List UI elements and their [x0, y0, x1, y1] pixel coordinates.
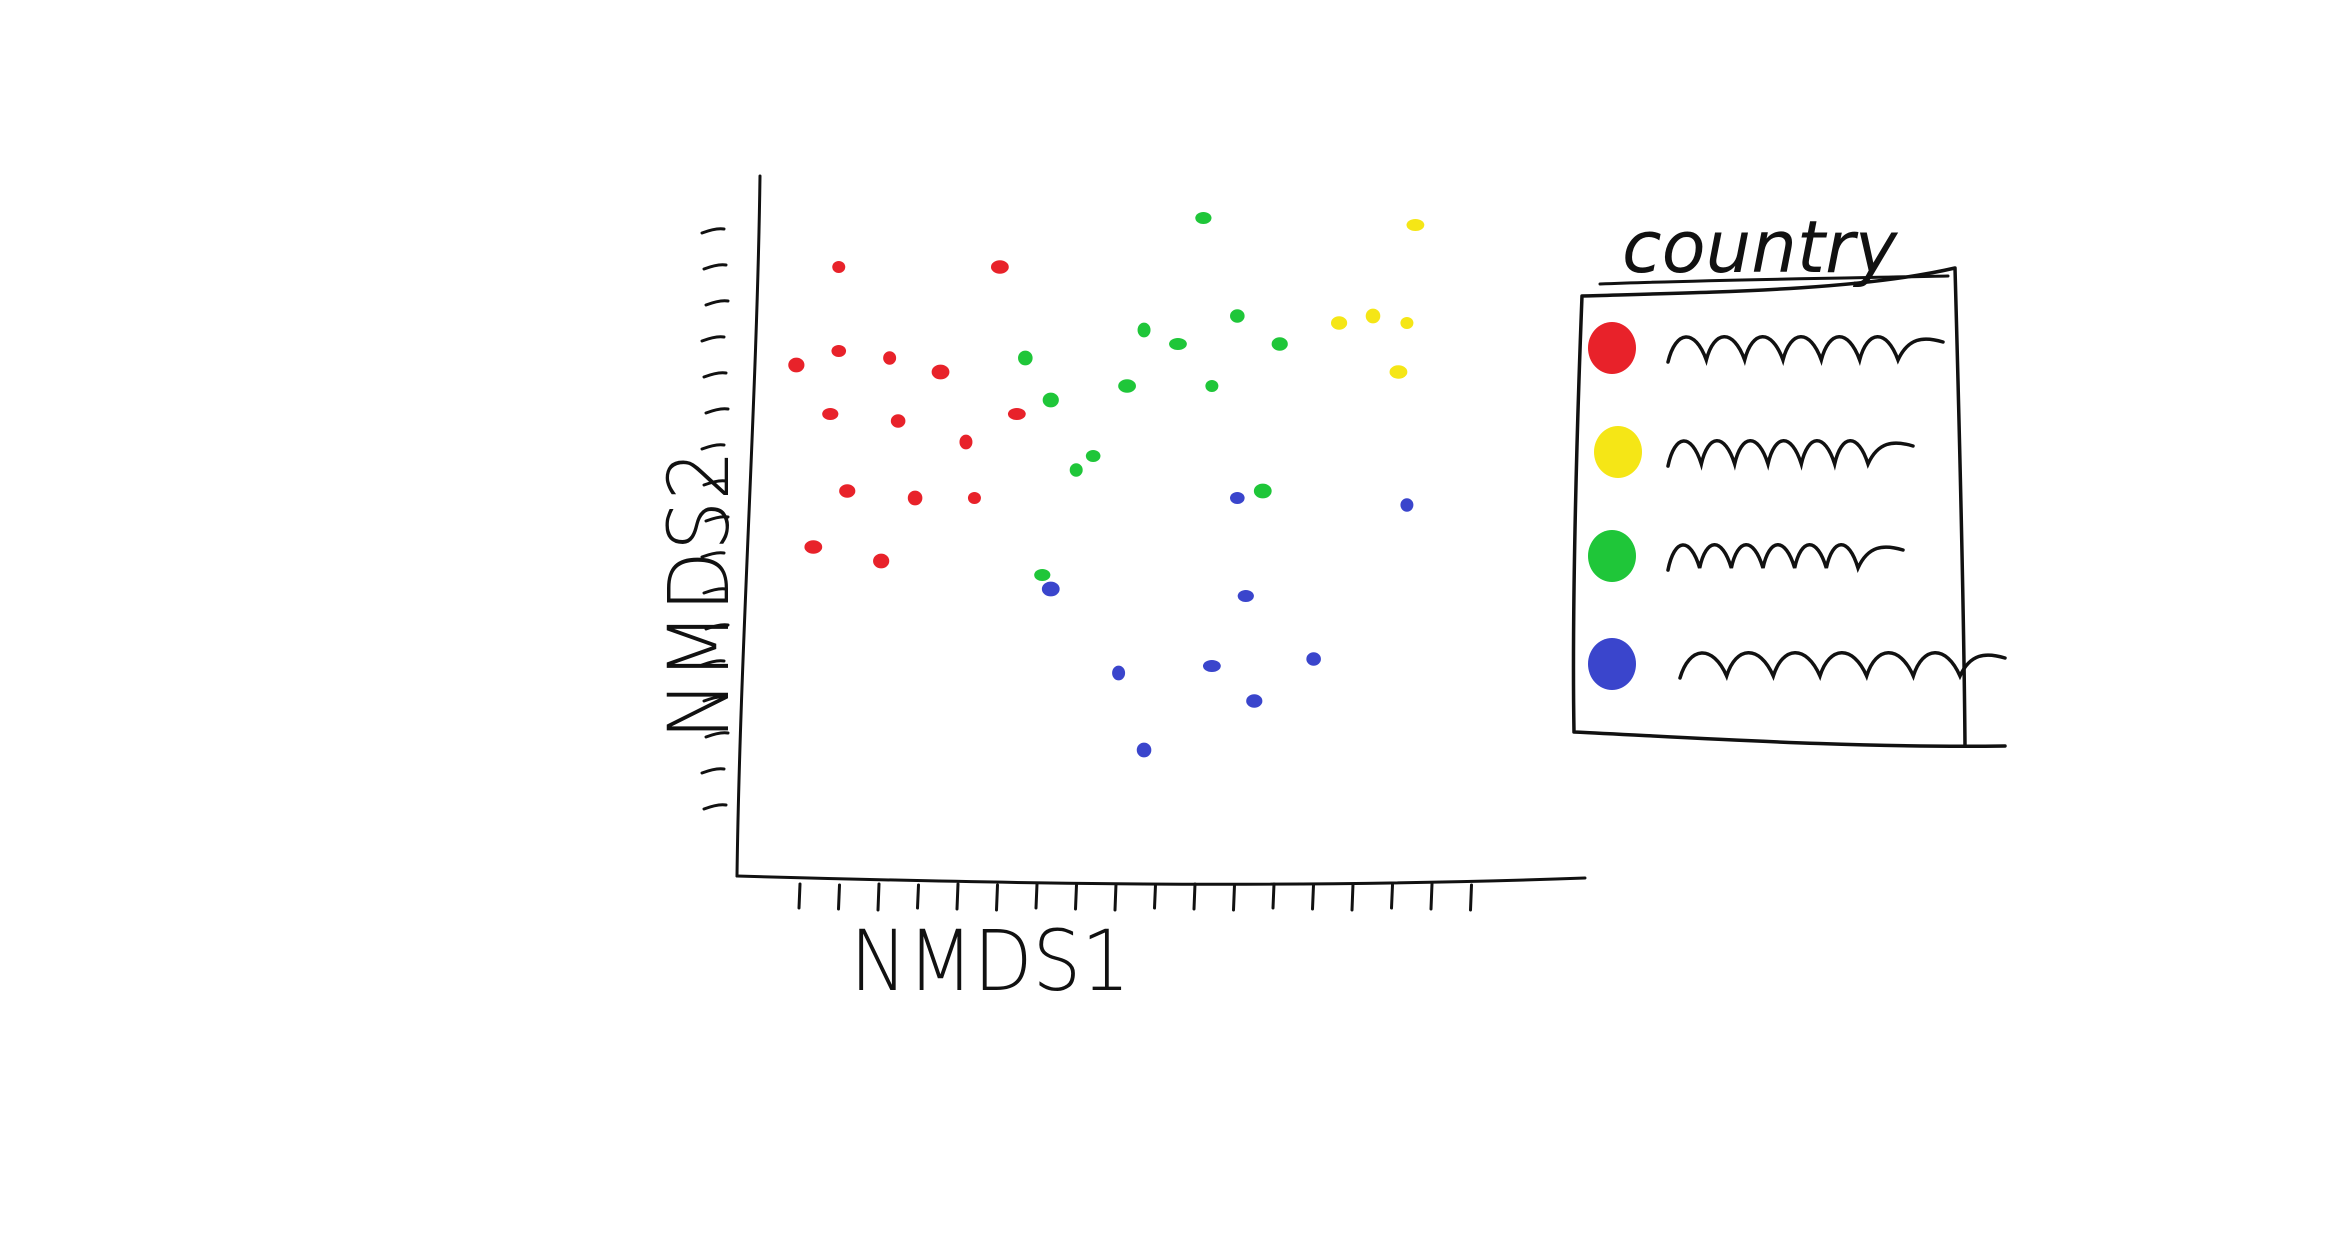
data-point	[883, 351, 897, 365]
x-tick	[1350, 882, 1355, 912]
x-tick	[1469, 883, 1473, 912]
data-point	[1136, 742, 1152, 758]
x-tick	[1034, 882, 1039, 910]
legend-title: country	[1622, 205, 1899, 289]
y-axis-label: NMDS2	[650, 450, 748, 740]
data-point	[1253, 483, 1272, 499]
data-point	[831, 345, 847, 357]
data-point	[967, 492, 981, 504]
x-tick	[876, 882, 881, 912]
data-point	[1137, 322, 1151, 338]
y-tick	[700, 659, 726, 667]
y-tick	[704, 731, 730, 739]
legend: country	[1571, 205, 2007, 749]
y-tick	[704, 515, 730, 523]
y-tick	[702, 695, 728, 703]
legend-swatch	[1594, 426, 1642, 478]
data-point	[1271, 337, 1288, 351]
y-tick	[700, 443, 726, 451]
data-point	[907, 490, 923, 506]
y-tick	[704, 299, 730, 307]
data-point	[1195, 212, 1212, 224]
data-point	[788, 357, 805, 373]
y-tick	[704, 623, 730, 631]
data-point	[1034, 569, 1051, 581]
x-tick	[995, 883, 999, 912]
x-tick	[1271, 882, 1276, 910]
y-tick	[700, 551, 726, 559]
x-tick	[1074, 883, 1078, 911]
data-point	[832, 261, 846, 273]
legend-swatch	[1588, 638, 1636, 690]
data-point	[1042, 392, 1059, 408]
legend-label-scribble	[1666, 335, 1945, 366]
x-axis-label: NMDS1	[850, 912, 1130, 1010]
legend-label-scribble	[1666, 543, 1905, 573]
data-point	[1400, 498, 1414, 512]
legend-swatch	[1588, 322, 1636, 374]
data-point	[1085, 450, 1101, 462]
data-point	[1306, 652, 1321, 666]
x-axis-ticks	[797, 882, 1473, 912]
data-point	[1205, 380, 1219, 392]
legend-label-scribble	[1666, 439, 1915, 471]
y-axis-ticks	[700, 227, 730, 811]
x-tick	[1113, 882, 1118, 912]
x-tick	[1232, 883, 1236, 912]
y-tick	[702, 587, 728, 595]
data-point	[1406, 219, 1425, 231]
y-tick	[700, 335, 726, 343]
x-tick	[1429, 882, 1434, 911]
legend-swatch	[1588, 530, 1636, 582]
legend-label-scribble	[1678, 651, 2007, 681]
data-point	[1230, 309, 1245, 323]
data-point	[931, 364, 950, 380]
x-tick	[837, 883, 841, 911]
data-point	[1400, 317, 1414, 329]
y-tick	[704, 407, 730, 415]
data-point	[1389, 365, 1408, 379]
data-point	[1041, 581, 1060, 597]
data-point	[1169, 338, 1187, 350]
data-point	[890, 414, 906, 428]
legend-box	[1571, 266, 2007, 749]
data-point	[839, 484, 856, 498]
legend-items	[1588, 322, 2007, 690]
data-point	[822, 408, 839, 420]
data-point	[1246, 694, 1263, 708]
data-point	[1365, 308, 1381, 324]
x-tick	[916, 883, 920, 910]
y-axis-line	[735, 174, 762, 878]
data-point	[990, 260, 1009, 274]
data-point	[1202, 660, 1221, 672]
data-point	[1230, 492, 1245, 504]
y-tick	[700, 767, 726, 775]
x-tick	[797, 882, 802, 910]
data-points	[788, 212, 1425, 758]
y-tick	[702, 803, 728, 811]
x-tick	[1192, 882, 1197, 911]
y-tick	[702, 479, 728, 487]
data-point	[1330, 316, 1348, 330]
y-tick	[700, 227, 726, 235]
x-axis-line	[735, 874, 1587, 886]
x-tick	[1311, 883, 1315, 911]
data-point	[1112, 665, 1126, 681]
data-point	[959, 434, 973, 450]
data-point	[873, 553, 890, 569]
y-tick	[702, 263, 728, 271]
data-point	[1069, 463, 1083, 477]
data-point	[1237, 590, 1254, 602]
x-tick	[955, 882, 960, 911]
x-tick	[1153, 883, 1157, 910]
data-point	[1018, 350, 1033, 366]
x-tick	[1390, 883, 1394, 910]
data-point	[1118, 379, 1136, 393]
y-tick	[702, 371, 728, 379]
data-point	[804, 540, 823, 554]
data-point	[1007, 408, 1026, 420]
